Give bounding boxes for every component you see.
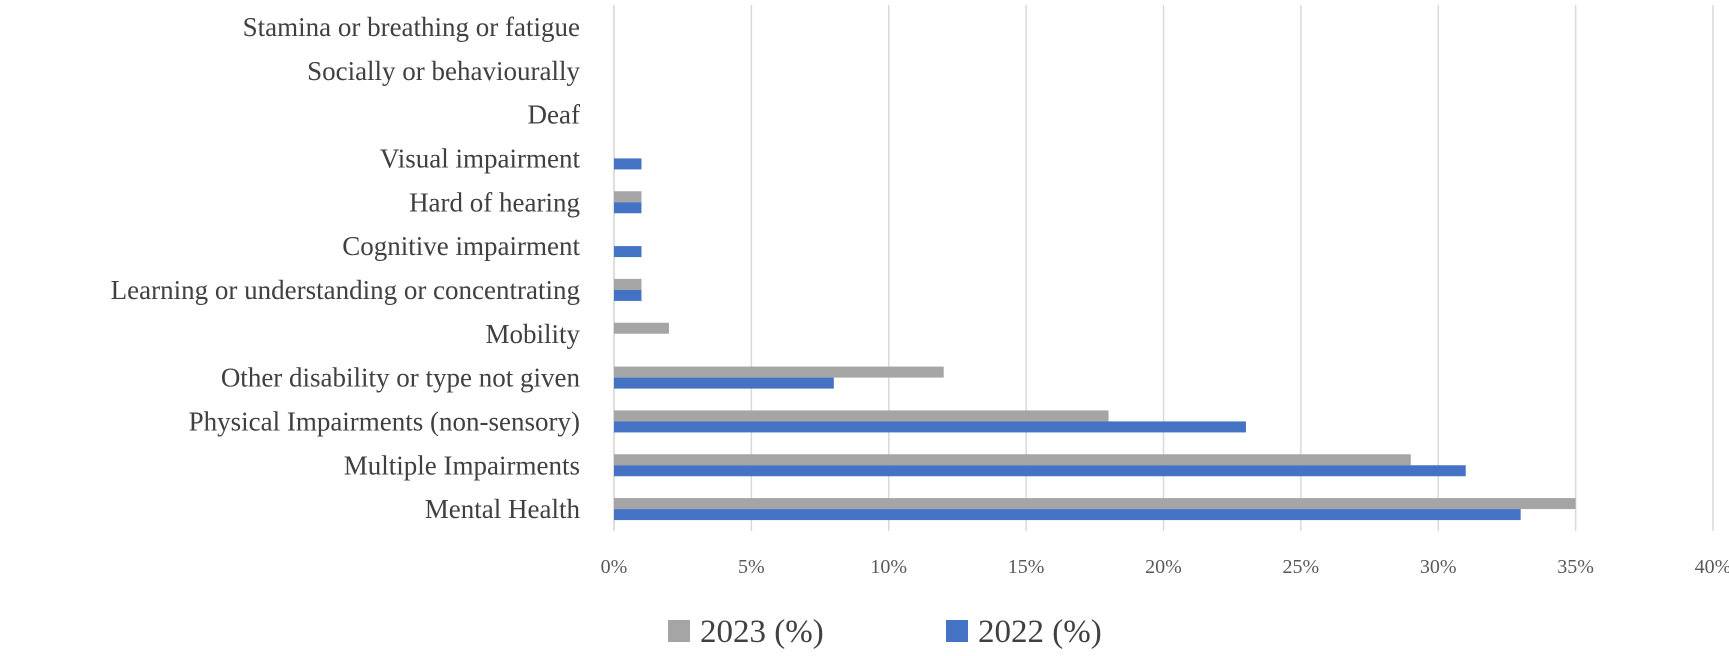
bar-2022 — [614, 202, 642, 214]
category-label: Other disability or type not given — [221, 363, 581, 393]
bar-2022 — [614, 246, 642, 258]
category-label: Mental Health — [425, 494, 581, 524]
bar-2023 — [614, 366, 944, 378]
bar-2022 — [614, 377, 834, 389]
legend-swatch — [946, 620, 968, 642]
category-label: Deaf — [528, 100, 580, 130]
legend-label: 2023 (%) — [700, 614, 824, 650]
x-tick-label: 35% — [1557, 556, 1594, 578]
bars — [614, 158, 1576, 521]
category-label: Hard of hearing — [409, 187, 580, 217]
bar-2022 — [614, 509, 1521, 521]
x-tick-label: 30% — [1420, 556, 1457, 578]
legend-label: 2022 (%) — [978, 614, 1102, 650]
category-label: Learning or understanding or concentrati… — [111, 275, 580, 305]
category-labels: Mental Health Multiple Impairments Physica… — [111, 12, 581, 524]
category-label: Stamina or breathing or fatigue — [243, 12, 580, 42]
bar-2023 — [614, 454, 1411, 466]
gridlines — [613, 5, 1714, 531]
bar-2022 — [614, 421, 1246, 433]
x-axis-tick-labels: 0% 5% 10% 15% 20% 25% 30% 35% 40% — [601, 556, 1729, 578]
bar-2022 — [614, 465, 1466, 477]
x-tick-label: 0% — [601, 556, 628, 578]
bar-2023 — [614, 410, 1109, 422]
category-label: Socially or behaviourally — [307, 56, 580, 86]
bar-2022 — [614, 289, 642, 301]
x-tick-label: 25% — [1283, 556, 1320, 578]
category-label: Visual impairment — [380, 143, 581, 173]
category-label: Physical Impairments (non-sensory) — [189, 406, 580, 436]
category-label: Multiple Impairments — [344, 450, 580, 480]
bar-2023 — [614, 278, 642, 290]
x-tick-label: 20% — [1145, 556, 1182, 578]
legend: 2023 (%) 2022 (%) — [668, 614, 1102, 650]
bar-2023 — [614, 322, 669, 334]
x-tick-label: 15% — [1008, 556, 1045, 578]
x-tick-label: 5% — [738, 556, 765, 578]
bar-2022 — [614, 158, 642, 170]
bar-2023 — [614, 191, 642, 203]
legend-swatch — [668, 620, 690, 642]
bar-2023 — [614, 498, 1576, 510]
x-tick-label: 10% — [870, 556, 907, 578]
category-label: Cognitive impairment — [342, 231, 580, 261]
x-tick-label: 40% — [1695, 556, 1729, 578]
category-label: Mobility — [485, 319, 580, 349]
